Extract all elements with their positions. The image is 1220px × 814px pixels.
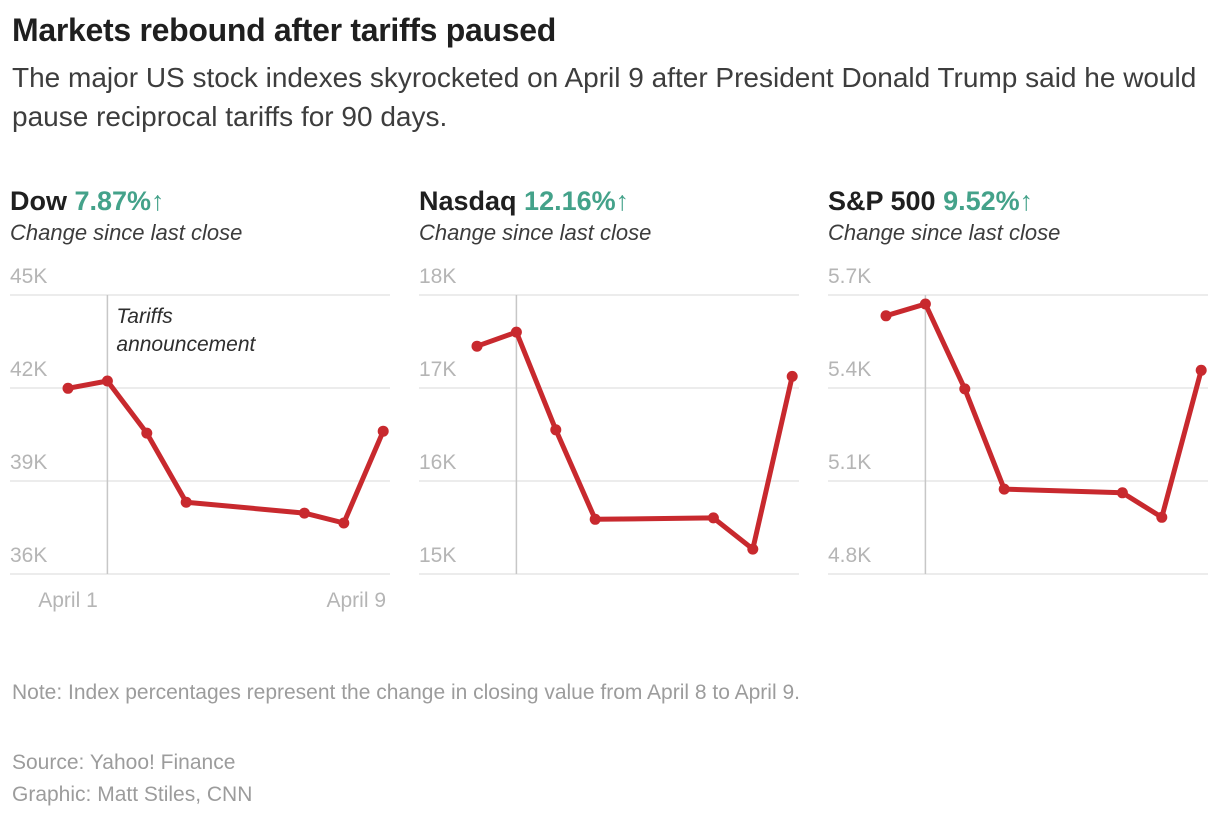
data-point: [338, 517, 350, 529]
footnote: Note: Index percentages represent the ch…: [12, 681, 800, 704]
chart-header: Nasdaq 12.16%↑: [419, 186, 629, 217]
chart-header: Dow 7.87%↑: [10, 186, 165, 217]
data-point: [471, 340, 483, 352]
data-point: [141, 427, 153, 439]
index-chart: Nasdaq 12.16%↑ Change since last close 1…: [419, 186, 799, 626]
event-annotation: Tariffs: [116, 305, 173, 328]
data-point: [747, 543, 759, 555]
line-chart-plot: 5.7K 5.4K 5.1K 4.8K: [828, 265, 1208, 575]
source-line: Source: Yahoo! Finance: [12, 751, 236, 774]
y-tick-label: 18K: [419, 265, 456, 288]
index-change-percent: 12.16%↑: [524, 186, 630, 216]
x-axis-label: April 1: [38, 589, 98, 612]
y-tick-label: 15K: [419, 544, 456, 567]
event-annotation: announcement: [116, 333, 256, 356]
data-point: [880, 310, 892, 322]
index-chart: S&P 500 9.52%↑ Change since last close 5…: [828, 186, 1208, 626]
y-tick-label: 36K: [10, 544, 47, 567]
source-block: Source: Yahoo! Finance Graphic: Matt Sti…: [12, 747, 252, 811]
data-point: [1116, 487, 1128, 499]
y-tick-label: 5.1K: [828, 451, 871, 474]
y-tick-label: 42K: [10, 358, 47, 381]
chart-header: S&P 500 9.52%↑: [828, 186, 1033, 217]
chart-change-subtitle: Change since last close: [828, 220, 1061, 245]
data-point: [786, 370, 798, 382]
data-point: [1195, 364, 1207, 376]
data-point: [377, 425, 389, 437]
credit-line: Graphic: Matt Stiles, CNN: [12, 783, 253, 806]
x-axis-label: April 9: [326, 589, 386, 612]
chart-change-subtitle: Change since last close: [10, 220, 243, 245]
series-line: [883, 301, 1204, 520]
data-point: [998, 483, 1010, 495]
data-point: [298, 507, 310, 519]
y-tick-label: 5.7K: [828, 265, 871, 288]
y-tick-label: 17K: [419, 358, 456, 381]
index-name: Nasdaq: [419, 186, 525, 216]
data-point: [707, 512, 719, 524]
y-tick-label: 45K: [10, 265, 47, 288]
series-line: [65, 378, 386, 526]
index-name: S&P 500: [828, 186, 944, 216]
y-tick-label: 4.8K: [828, 544, 871, 567]
line-chart-plot: 45K 42K 39K 36K Tariffs announcement April 1 Ap…: [10, 265, 390, 612]
chart-change-subtitle: Change since last close: [419, 220, 652, 245]
data-point: [919, 298, 931, 310]
data-point: [62, 382, 74, 394]
data-point: [1156, 511, 1168, 523]
index-name: Dow: [10, 186, 75, 216]
index-change-percent: 7.87%↑: [74, 186, 165, 216]
y-tick-label: 5.4K: [828, 358, 871, 381]
charts-row: Dow 7.87%↑ Change since last close 45K 42…: [10, 186, 1208, 626]
y-tick-label: 16K: [419, 451, 456, 474]
series-line: [474, 329, 795, 552]
index-change-percent: 9.52%↑: [943, 186, 1034, 216]
data-point: [959, 383, 971, 395]
page-subtitle: The major US stock indexes skyrocketed o…: [12, 62, 1197, 132]
data-point: [180, 496, 192, 508]
data-point: [589, 513, 601, 525]
page-title: Markets rebound after tariffs paused: [12, 12, 556, 48]
data-point: [101, 375, 113, 387]
data-point: [550, 424, 562, 436]
index-chart: Dow 7.87%↑ Change since last close 45K 42…: [10, 186, 390, 626]
line-chart-plot: 18K 17K 16K 15K: [419, 265, 799, 575]
y-tick-label: 39K: [10, 451, 47, 474]
data-point: [510, 326, 522, 338]
